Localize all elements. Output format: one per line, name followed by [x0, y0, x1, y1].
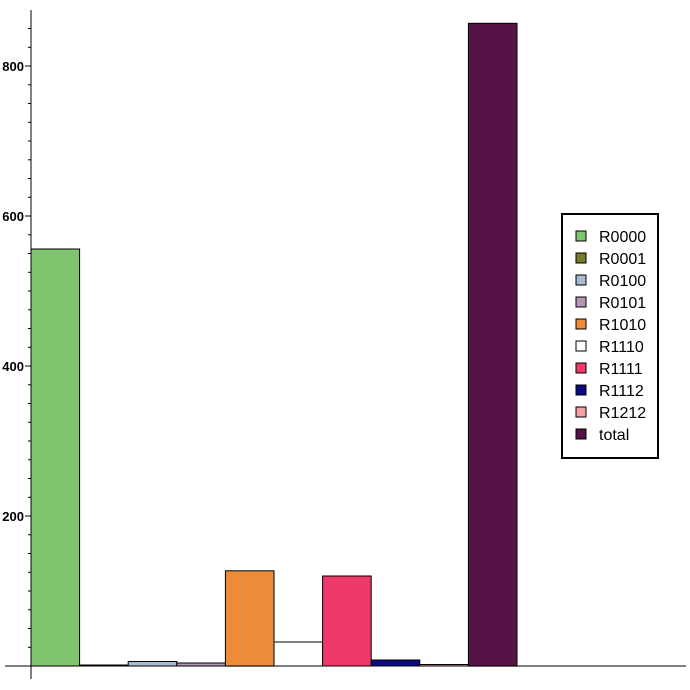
legend: R0000 R0001 R0100 R0101 R1010 R1110 R1111 R1112… — [561, 213, 659, 459]
legend-swatch-r1110 — [575, 340, 587, 352]
y-tick-label-400: 400 — [2, 359, 24, 374]
y-ticks-group: 200 400 600 800 — [2, 28, 31, 648]
legend-label-r0000: R0000 — [599, 229, 646, 246]
legend-swatch-total — [575, 428, 587, 440]
legend-label-r1111: R1111 — [599, 361, 643, 378]
legend-swatch-r0100 — [575, 274, 587, 286]
legend-label-total: total — [599, 427, 629, 444]
bar-r1112 — [370, 659, 421, 667]
y-tick-label-200: 200 — [2, 509, 24, 524]
legend-items: R0000 R0001 R0100 R0101 R1010 R1110 R1111 R1112… — [575, 229, 646, 444]
legend-label-r1212: R1212 — [599, 405, 646, 422]
bars-group — [30, 22, 518, 667]
legend-label-r1112: R1112 — [599, 383, 644, 400]
legend-swatch-r1010 — [575, 318, 587, 330]
bar-r0100 — [127, 661, 178, 667]
bar-total — [467, 22, 518, 667]
y-tick-label-600: 600 — [2, 209, 24, 224]
legend-swatch-r0000 — [575, 230, 587, 242]
legend-label-r1010: R1010 — [599, 317, 646, 334]
bar-r0000 — [30, 248, 81, 667]
axes-group — [5, 10, 686, 679]
legend-swatch-r1212 — [575, 406, 587, 418]
legend-label-r1110: R1110 — [599, 339, 644, 356]
legend-swatch-r0101 — [575, 296, 587, 308]
bar-r1111 — [322, 575, 372, 667]
legend-label-r0100: R0100 — [599, 273, 646, 290]
y-tick-label-800: 800 — [2, 59, 24, 74]
bar-r1110 — [273, 641, 324, 667]
legend-swatch-r1112 — [575, 384, 587, 396]
bar-r1010 — [224, 570, 275, 667]
legend-label-r0001: R0001 — [599, 251, 646, 268]
legend-swatch-r1111 — [575, 362, 587, 374]
legend-swatch-r0001 — [575, 252, 587, 264]
legend-label-r0101: R0101 — [599, 295, 646, 312]
